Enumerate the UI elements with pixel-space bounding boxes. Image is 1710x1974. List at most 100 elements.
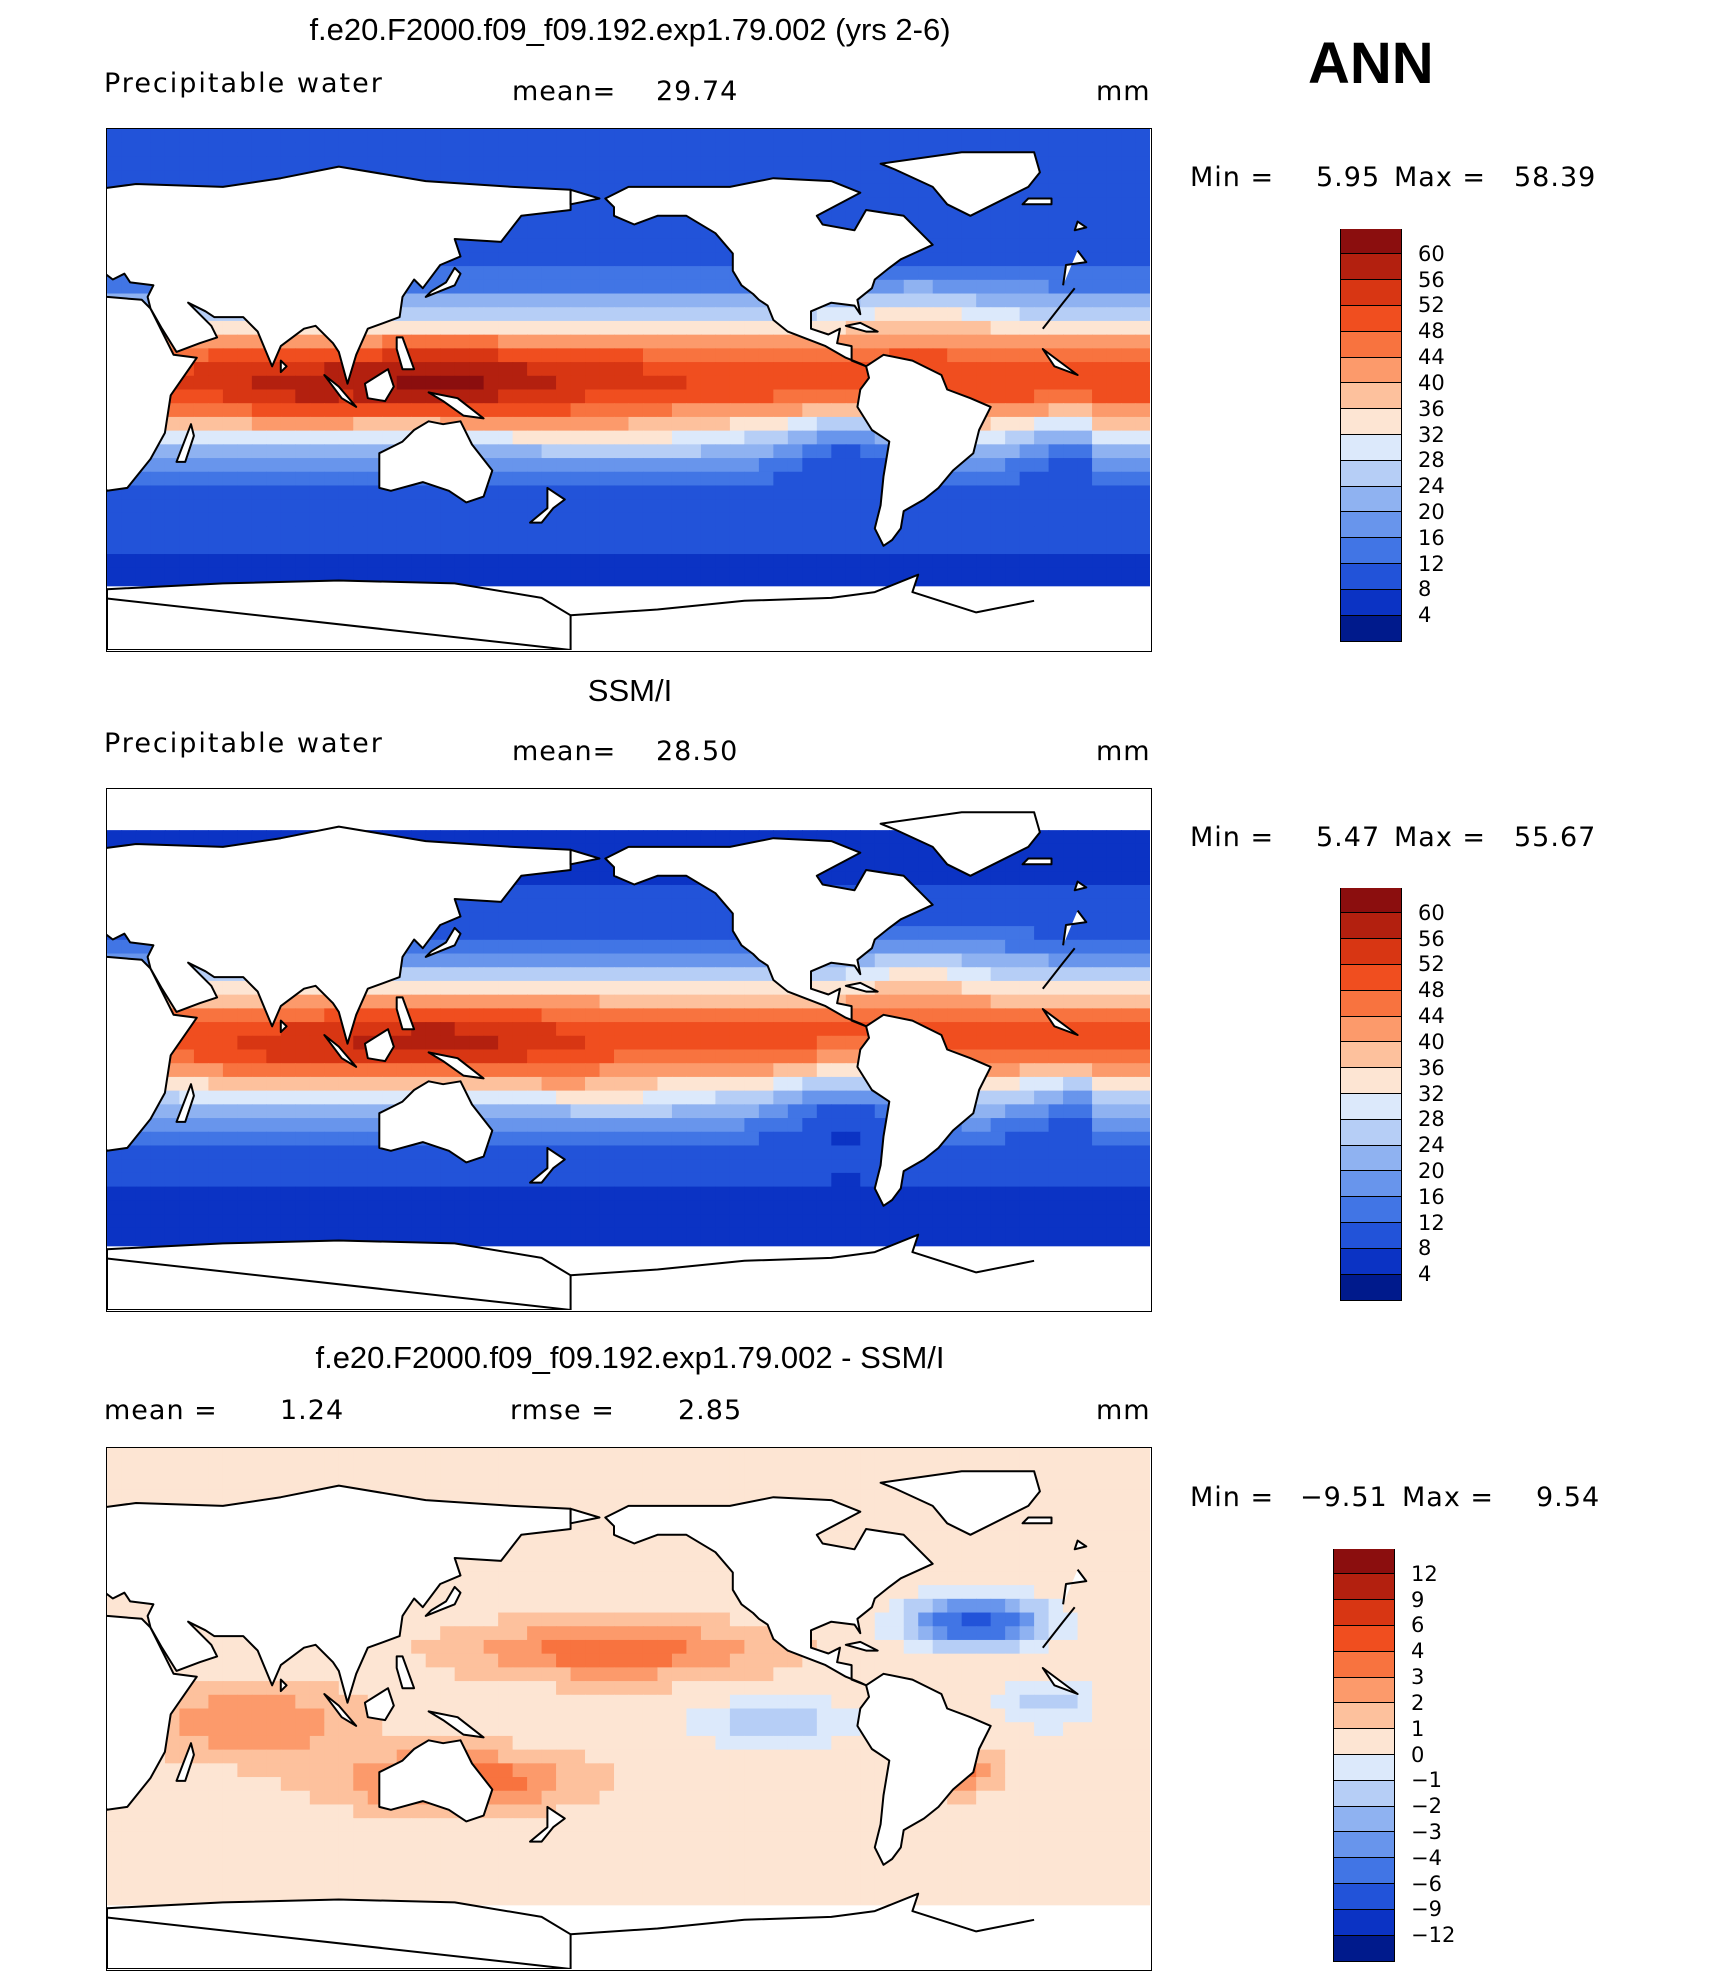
field-cell — [816, 1145, 832, 1160]
field-cell — [556, 884, 572, 900]
field-cell — [628, 416, 644, 432]
field-cell — [382, 1159, 398, 1174]
panel-1-mean-label: mean= — [512, 76, 617, 107]
field-cell — [1063, 554, 1079, 569]
field-cell — [324, 129, 340, 144]
field-cell — [628, 1159, 644, 1174]
field-cell — [1048, 1186, 1064, 1201]
field-cell — [1063, 1076, 1079, 1092]
field-cell — [425, 967, 441, 982]
field-cell — [715, 1104, 731, 1119]
field-cell — [874, 197, 890, 212]
field-cell — [729, 1186, 745, 1201]
field-cell — [599, 1131, 615, 1147]
field-cell — [976, 1035, 992, 1051]
field-cell — [556, 871, 572, 886]
field-cell — [411, 1227, 427, 1243]
field-cell — [556, 389, 572, 404]
field-cell — [280, 156, 296, 171]
field-cell — [570, 1227, 586, 1243]
field-cell — [1048, 1049, 1064, 1064]
field-cell — [512, 458, 528, 473]
field-cell — [903, 540, 919, 555]
field-cell — [976, 994, 992, 1009]
field-cell — [715, 499, 731, 514]
field-cell — [758, 348, 774, 363]
field-cell — [599, 403, 615, 418]
field-cell — [1034, 362, 1050, 377]
field-cell — [918, 1227, 934, 1243]
field-cell — [469, 1022, 485, 1037]
field-cell — [107, 142, 123, 158]
field-cell — [527, 403, 543, 418]
field-cell — [556, 444, 572, 459]
field-cell — [1048, 1131, 1064, 1147]
field-cell — [208, 540, 224, 555]
field-cell — [483, 444, 499, 459]
field-cell — [976, 1145, 992, 1160]
field-cell — [222, 512, 238, 528]
field-cell — [309, 1448, 325, 1463]
field-cell — [758, 416, 774, 432]
field-cell — [686, 307, 702, 322]
field-cell — [411, 1214, 427, 1229]
field-cell — [671, 830, 688, 845]
field-cell — [454, 293, 470, 308]
field-cell — [353, 129, 369, 144]
colorbar-swatch — [1341, 331, 1401, 358]
field-cell — [309, 512, 325, 528]
field-cell — [1135, 403, 1150, 418]
panel-3-map-svg — [107, 1448, 1150, 1969]
field-cell — [961, 953, 977, 968]
field-cell — [367, 540, 383, 555]
field-cell — [425, 142, 441, 158]
field-cell — [903, 980, 919, 996]
field-cell — [874, 953, 890, 968]
field-cell — [671, 540, 688, 555]
field-cell — [1135, 540, 1150, 555]
field-cell — [744, 1076, 760, 1092]
field-cell — [570, 1186, 586, 1201]
field-cell — [179, 1214, 195, 1229]
field-cell — [411, 526, 427, 541]
field-cell — [758, 389, 774, 404]
field-cell — [1092, 1145, 1108, 1160]
field-cell — [1121, 266, 1137, 281]
field-cell — [903, 129, 919, 144]
panel-1-min-value: 5.95 — [1316, 162, 1381, 193]
field-cell — [367, 994, 383, 1009]
field-cell — [657, 320, 673, 336]
field-cell — [642, 1035, 659, 1051]
field-cell — [1048, 224, 1064, 240]
field-cell — [700, 1200, 717, 1215]
field-cell — [1135, 1076, 1150, 1092]
field-cell — [1135, 843, 1150, 859]
field-cell — [715, 1022, 731, 1037]
field-cell — [787, 526, 803, 541]
field-cell — [469, 898, 485, 913]
field-cell — [266, 526, 282, 541]
field-cell — [1092, 540, 1108, 555]
field-cell — [947, 252, 963, 267]
field-cell — [614, 430, 630, 445]
field-cell — [831, 1448, 847, 1463]
field-cell — [367, 526, 383, 541]
field-cell — [831, 416, 847, 432]
field-cell — [107, 499, 123, 514]
field-cell — [440, 375, 456, 391]
field-cell — [816, 1172, 832, 1188]
field-cell — [266, 389, 282, 404]
field-cell — [845, 567, 861, 583]
field-cell — [729, 499, 745, 514]
field-cell — [903, 1186, 919, 1201]
field-cell — [744, 1022, 760, 1037]
field-cell — [657, 953, 673, 968]
field-cell — [758, 1076, 774, 1092]
field-cell — [614, 1227, 630, 1243]
field-cell — [585, 1145, 601, 1160]
field-cell — [570, 939, 586, 955]
field-cell — [715, 458, 731, 473]
field-cell — [382, 1461, 398, 1477]
field-cell — [1034, 1049, 1050, 1064]
field-cell — [585, 567, 601, 583]
